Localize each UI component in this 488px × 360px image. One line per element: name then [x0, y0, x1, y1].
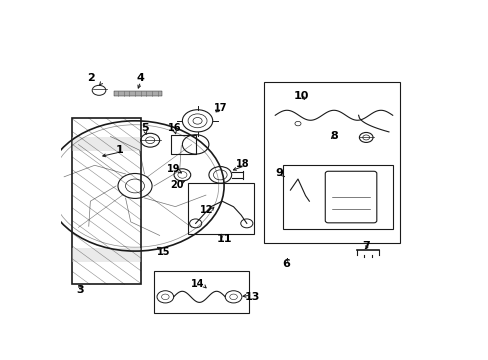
Bar [188, 183, 254, 234]
Text: 7: 7 [362, 240, 369, 251]
Bar [72, 118, 141, 284]
Bar [72, 248, 141, 262]
Bar [154, 270, 248, 314]
Text: 18: 18 [236, 159, 249, 169]
Text: 3: 3 [76, 285, 84, 296]
Bar [282, 165, 392, 229]
Text: 17: 17 [213, 103, 226, 113]
Bar [264, 82, 400, 243]
Text: 11: 11 [216, 234, 231, 244]
Text: 9: 9 [275, 168, 283, 179]
Bar [72, 138, 141, 151]
Text: 6: 6 [282, 258, 290, 269]
Text: 16: 16 [168, 123, 181, 133]
Text: 5: 5 [141, 123, 149, 133]
Text: 1: 1 [116, 145, 123, 155]
Text: 15: 15 [156, 247, 170, 257]
Text: 8: 8 [329, 131, 337, 141]
Text: 2: 2 [87, 73, 94, 83]
Text: 14: 14 [190, 279, 204, 289]
Text: 19: 19 [166, 164, 180, 174]
Bar [114, 91, 161, 96]
Text: 13: 13 [244, 292, 260, 302]
Text: 10: 10 [293, 91, 309, 101]
Text: 4: 4 [137, 73, 144, 83]
Text: 20: 20 [170, 180, 183, 190]
Text: 12: 12 [200, 204, 213, 215]
Bar [171, 135, 195, 154]
